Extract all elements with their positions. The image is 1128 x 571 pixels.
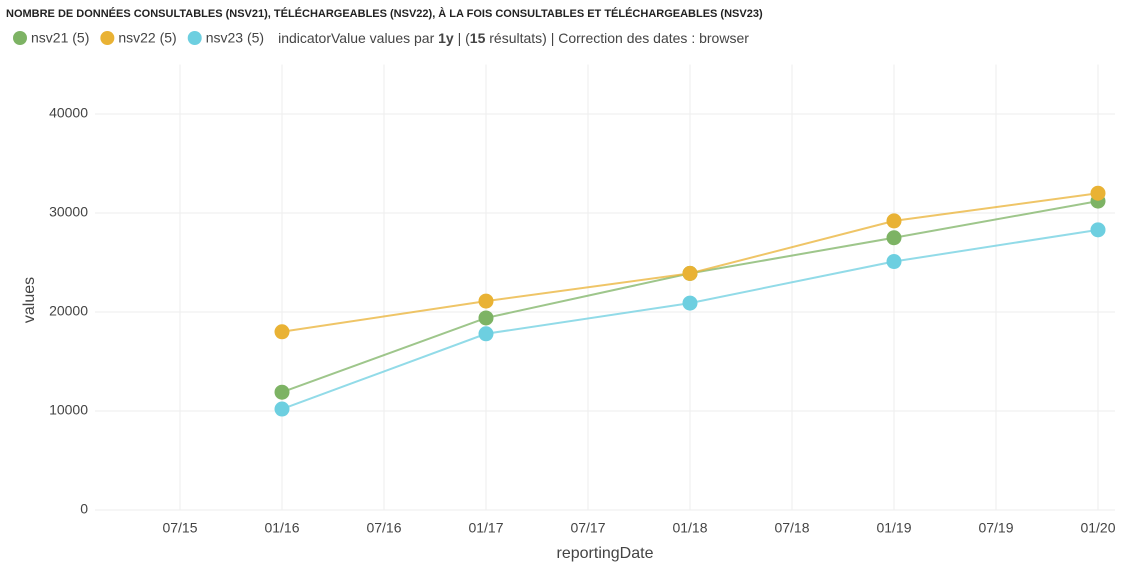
data-point [1090,222,1106,238]
legend-label: nsv21 (5) [31,30,89,46]
x-tick-label: 07/16 [366,520,401,536]
legend: nsv21 (5) nsv22 (5) nsv23 (5) indicatorValu… [13,30,749,46]
legend-marker [13,31,27,45]
x-tick-label: 07/19 [978,520,1013,536]
data-point [886,213,902,229]
subtitle-part: 1y [438,30,454,46]
data-point [478,326,494,342]
x-tick-label: 01/19 [876,520,911,536]
x-tick-label: 07/18 [774,520,809,536]
legend-label: nsv22 (5) [118,30,176,46]
y-tick-label: 40000 [49,105,88,121]
y-axis-label: values [21,277,38,323]
data-point [886,254,902,270]
y-tick-label: 30000 [49,204,88,220]
x-tick-label: 01/16 [264,520,299,536]
legend-label: nsv23 (5) [206,30,264,46]
x-tick-label: 01/17 [468,520,503,536]
x-tick-label: 01/20 [1080,520,1115,536]
chart-title: NOMBRE DE DONNÉES CONSULTABLES (NSV21), … [6,7,763,20]
x-tick-label: 07/17 [570,520,605,536]
x-tick-label: 01/18 [672,520,707,536]
data-point [274,384,290,400]
subtitle: indicatorValue values par 1y | (15 résul… [278,30,749,46]
legend-marker [100,31,115,45]
data-point [274,324,290,340]
x-axis-label: reportingDate [557,545,654,562]
data-point [682,295,698,311]
subtitle-part: indicatorValue values par [278,30,438,46]
data-point [886,230,902,246]
subtitle-part: | ( [454,30,470,46]
subtitle-part: 15 [470,30,486,46]
subtitle-part: résultats) | Correction des dates : brow… [485,30,749,46]
x-tick-label: 07/15 [162,520,197,536]
y-tick-label: 10000 [49,402,88,418]
y-tick-label: 0 [80,501,88,517]
y-tick-label: 20000 [49,303,88,319]
data-point [1090,185,1106,201]
data-point [478,310,494,326]
data-point [274,401,290,417]
data-point [478,293,494,309]
data-point [682,265,698,281]
legend-marker [187,31,202,45]
